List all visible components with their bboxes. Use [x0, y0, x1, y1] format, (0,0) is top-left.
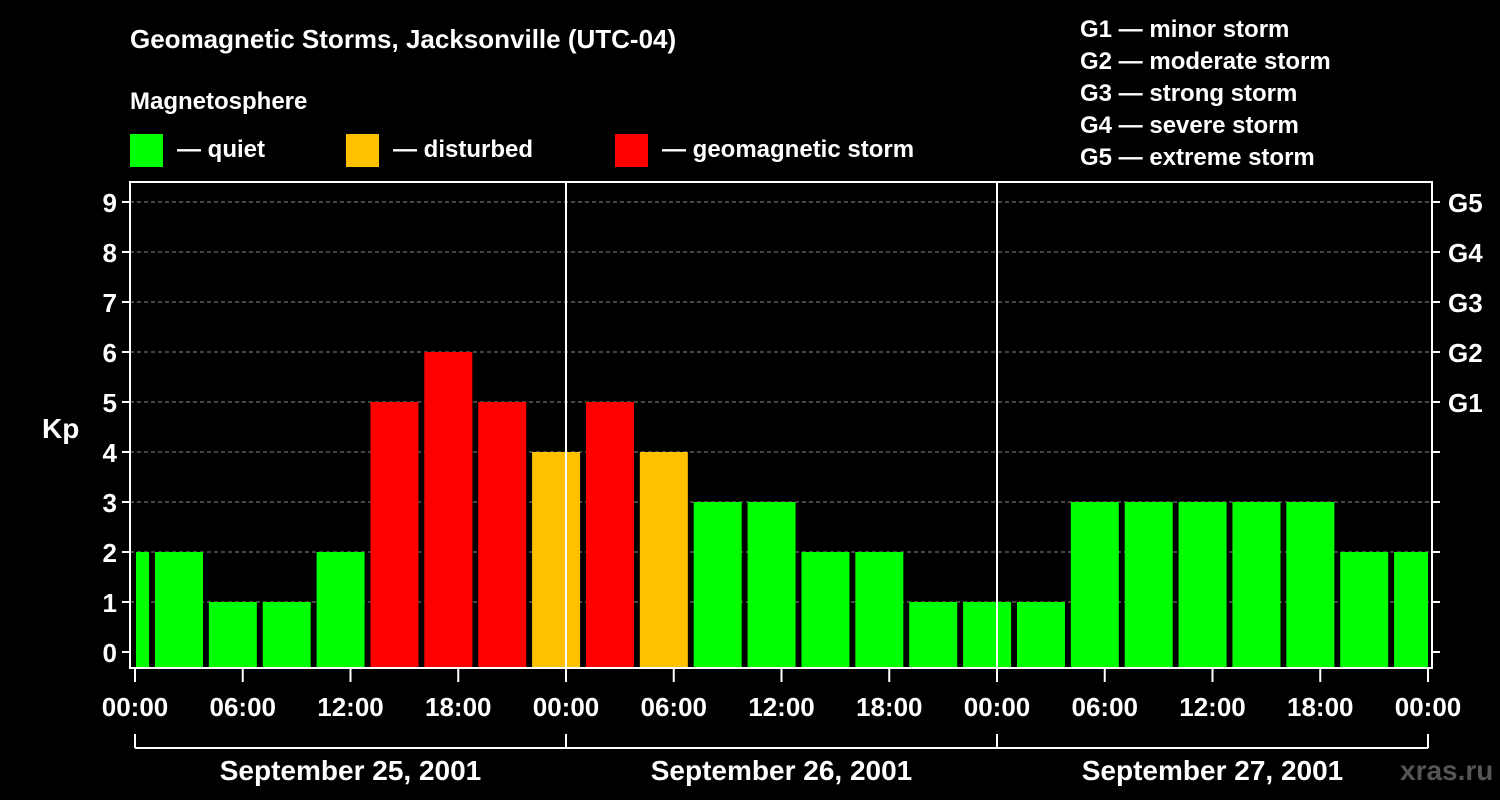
- day-label: September 25, 2001: [220, 755, 482, 786]
- kp-bar: [747, 502, 796, 668]
- kp-bar: [424, 352, 473, 668]
- y-tick-label: 3: [103, 488, 117, 518]
- kp-bar: [963, 602, 1012, 668]
- x-tick-label: 00:00: [1395, 692, 1462, 722]
- kp-bar: [909, 602, 958, 668]
- legend-label-storm: — geomagnetic storm: [662, 136, 914, 163]
- x-tick-label: 18:00: [856, 692, 923, 722]
- g-level-label: G5: [1448, 188, 1483, 218]
- x-tick-label: 12:00: [317, 692, 384, 722]
- kp-bar: [478, 402, 527, 668]
- g-scale-g1: G1 — minor storm: [1080, 16, 1289, 43]
- y-tick-label: 4: [103, 438, 118, 468]
- y-tick-label: 7: [103, 288, 117, 318]
- legend-swatch-disturbed: [346, 134, 379, 167]
- x-tick-label: 06:00: [641, 692, 708, 722]
- legend-heading: Magnetosphere: [130, 88, 307, 115]
- day-label: September 26, 2001: [651, 755, 913, 786]
- y-tick-label: 5: [103, 388, 117, 418]
- kp-bar: [1232, 502, 1281, 668]
- y-tick-label: 9: [103, 188, 117, 218]
- y-tick-label: 6: [103, 338, 117, 368]
- legend-label-disturbed: — disturbed: [393, 136, 533, 163]
- kp-bar: [316, 552, 365, 668]
- kp-bar: [370, 402, 419, 668]
- kp-bar: [1286, 502, 1335, 668]
- kp-bar: [208, 602, 257, 668]
- x-tick-label: 00:00: [102, 692, 169, 722]
- kp-bar: [855, 552, 904, 668]
- x-tick-label: 00:00: [533, 692, 600, 722]
- kp-bar: [585, 402, 634, 668]
- kp-bar: [693, 502, 742, 668]
- x-tick-label: 18:00: [425, 692, 492, 722]
- kp-bar: [1340, 552, 1389, 668]
- x-tick-label: 12:00: [1179, 692, 1246, 722]
- x-tick-label: 18:00: [1287, 692, 1354, 722]
- chart-title: Geomagnetic Storms, Jacksonville (UTC-04…: [130, 24, 676, 54]
- legend-label-quiet: — quiet: [177, 136, 265, 163]
- kp-bar: [262, 602, 311, 668]
- g-scale-g2: G2 — moderate storm: [1080, 48, 1331, 75]
- y-tick-label: 2: [103, 538, 117, 568]
- kp-bar: [532, 452, 581, 668]
- kp-bar: [801, 552, 850, 668]
- kp-bar: [1124, 502, 1173, 668]
- day-label: September 27, 2001: [1082, 755, 1344, 786]
- g-level-label: G1: [1448, 388, 1483, 418]
- kp-bar: [1178, 502, 1227, 668]
- g-level-label: G3: [1448, 288, 1483, 318]
- g-level-label: G4: [1448, 238, 1483, 268]
- x-tick-label: 12:00: [748, 692, 815, 722]
- watermark: xras.ru: [1400, 755, 1493, 786]
- g-level-label: G2: [1448, 338, 1483, 368]
- y-tick-label: 8: [103, 238, 117, 268]
- kp-bar: [639, 452, 688, 668]
- x-tick-label: 06:00: [210, 692, 277, 722]
- legend-swatch-quiet: [130, 134, 163, 167]
- kp-bar: [1070, 502, 1119, 668]
- kp-bar: [154, 552, 203, 668]
- kp-bar: [136, 552, 150, 668]
- legend-swatch-storm: [615, 134, 648, 167]
- g-scale-g4: G4 — severe storm: [1080, 112, 1299, 139]
- x-tick-label: 00:00: [964, 692, 1031, 722]
- y-axis-label: Kp: [42, 413, 79, 444]
- g-scale-g5: G5 — extreme storm: [1080, 144, 1315, 171]
- y-tick-label: 1: [103, 588, 117, 618]
- y-tick-label: 0: [103, 638, 117, 668]
- g-scale-g3: G3 — strong storm: [1080, 80, 1297, 107]
- x-tick-label: 06:00: [1072, 692, 1139, 722]
- kp-bar: [1394, 552, 1428, 668]
- kp-bar: [1016, 602, 1065, 668]
